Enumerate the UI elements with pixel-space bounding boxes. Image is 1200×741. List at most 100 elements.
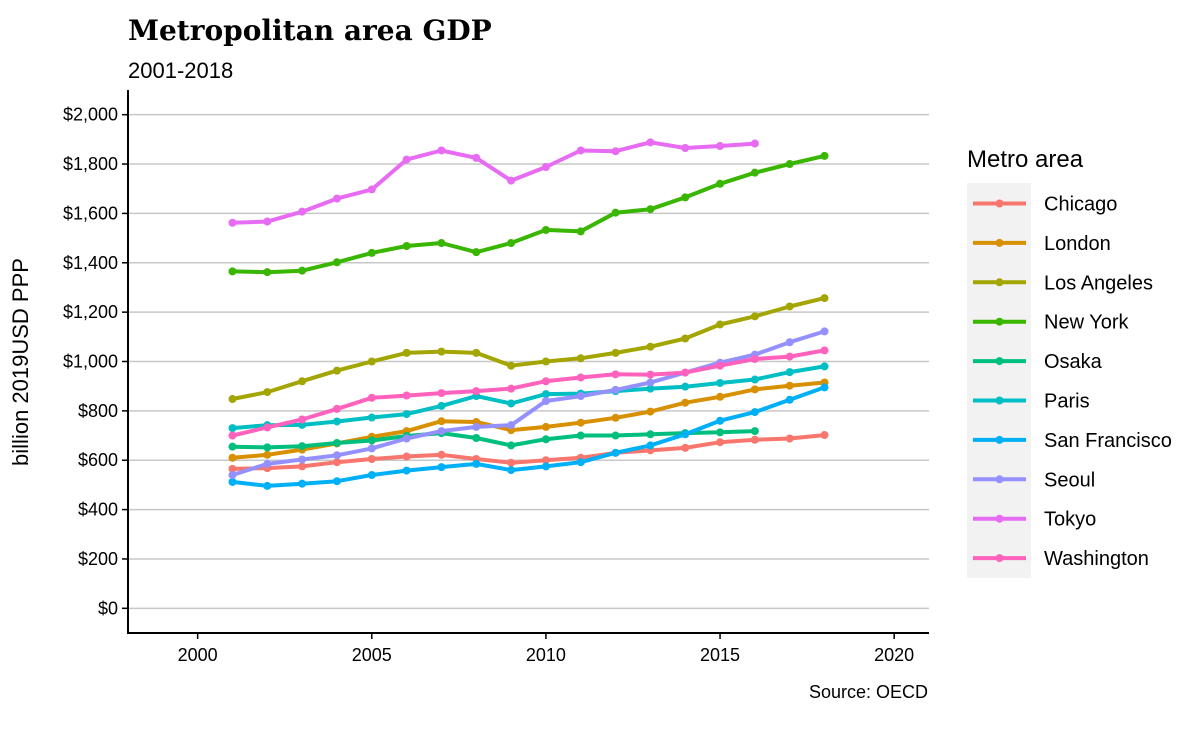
legend-item-washington: Washington [973,548,1149,570]
data-point-london [263,450,272,459]
data-point-los-angeles [437,347,446,356]
y-tick-label: $1,200 [63,302,118,322]
data-point-washington [541,377,550,386]
data-point-los-angeles [646,342,655,351]
legend-key-point [995,396,1004,405]
data-point-los-angeles [263,388,272,397]
data-point-osaka [472,434,481,443]
series-los-angeles [228,294,829,404]
data-point-washington [472,387,481,396]
series-seoul [228,327,829,480]
data-point-san-francisco [228,477,237,486]
legend-title: Metro area [967,146,1084,173]
series-new-york [228,151,829,277]
data-point-los-angeles [576,354,585,363]
data-point-london [750,385,759,394]
legend-label: New York [1044,312,1129,334]
y-tick-label: $1,800 [63,154,118,174]
data-point-new-york [332,258,341,267]
data-point-san-francisco [820,383,829,392]
y-tick-label: $600 [78,450,118,470]
series-line-paris [230,364,827,431]
data-point-seoul [263,459,272,468]
data-point-london [646,407,655,416]
data-point-chicago [228,464,237,473]
data-point-london [541,422,550,431]
data-point-san-francisco [367,471,376,480]
legend-item-san-francisco: San Francisco [973,430,1172,452]
data-point-washington [332,404,341,413]
data-point-osaka [750,427,759,436]
data-point-los-angeles [332,366,341,375]
data-point-new-york [402,241,411,250]
legend: Chicago London Los Angeles New York Osaka Par… [973,194,1172,570]
data-point-tokyo [298,207,307,216]
series-washington [228,346,829,440]
data-point-san-francisco [785,395,794,404]
data-point-chicago [541,456,550,465]
y-tick-label: $800 [78,401,118,421]
data-point-new-york [820,151,829,160]
data-point-chicago [820,431,829,440]
legend-key-point [995,357,1004,366]
data-point-chicago [716,438,725,447]
data-point-seoul [785,338,794,347]
x-tick-label: 2005 [352,645,392,665]
data-point-tokyo [367,185,376,194]
data-point-osaka [541,435,550,444]
legend-key-point [995,317,1004,326]
data-point-new-york [785,160,794,169]
data-point-seoul [228,471,237,480]
series-line-seoul [230,329,827,477]
legend-label: Washington [1044,548,1149,570]
data-point-tokyo [646,138,655,147]
x-tick-label: 2020 [874,645,914,665]
data-point-chicago [785,434,794,443]
data-point-new-york [646,205,655,214]
data-point-paris [716,378,725,387]
series-line-tokyo [230,140,757,225]
data-point-san-francisco [402,466,411,475]
data-point-chicago [298,462,307,471]
data-point-san-francisco [437,463,446,472]
legend-key-point [995,514,1004,523]
data-point-san-francisco [646,441,655,450]
data-point-seoul [367,444,376,453]
data-point-san-francisco [681,430,690,439]
data-point-new-york [228,267,237,276]
data-point-washington [820,346,829,355]
data-point-paris [681,382,690,391]
data-point-seoul [437,427,446,436]
chart-subtitle: 2001-2018 [128,58,234,83]
data-point-tokyo [750,139,759,148]
legend-item-new-york: New York [973,312,1129,334]
x-axis-ticks: 2000 2005 2010 2015 2020 [178,633,914,665]
series-line-london [230,380,827,460]
y-tick-label: $0 [98,598,118,618]
data-point-osaka [716,428,725,437]
data-point-new-york [507,239,516,248]
data-point-tokyo [263,217,272,226]
data-point-chicago [681,443,690,452]
data-point-chicago [750,435,759,444]
data-point-paris [785,368,794,377]
legend-item-paris: Paris [973,391,1090,413]
data-point-paris [437,401,446,410]
legend-item-los-angeles: Los Angeles [973,272,1153,294]
series-osaka [228,427,759,452]
legend-item-osaka: Osaka [973,351,1103,373]
data-point-chicago [507,458,516,467]
legend-item-seoul: Seoul [973,469,1095,491]
data-point-tokyo [541,163,550,172]
data-point-san-francisco [716,416,725,425]
legend-key-point [995,278,1004,287]
y-tick-label: $1,400 [63,253,118,273]
data-point-new-york [576,227,585,236]
series-paris [228,362,829,433]
y-axis-ticks: $0 $200 $400 $600 $800 $1,000 $1,200 $1,400 $1,6… [63,105,128,618]
data-point-seoul [332,451,341,460]
data-point-los-angeles [716,320,725,329]
data-point-osaka [367,436,376,445]
y-tick-label: $1,000 [63,352,118,372]
